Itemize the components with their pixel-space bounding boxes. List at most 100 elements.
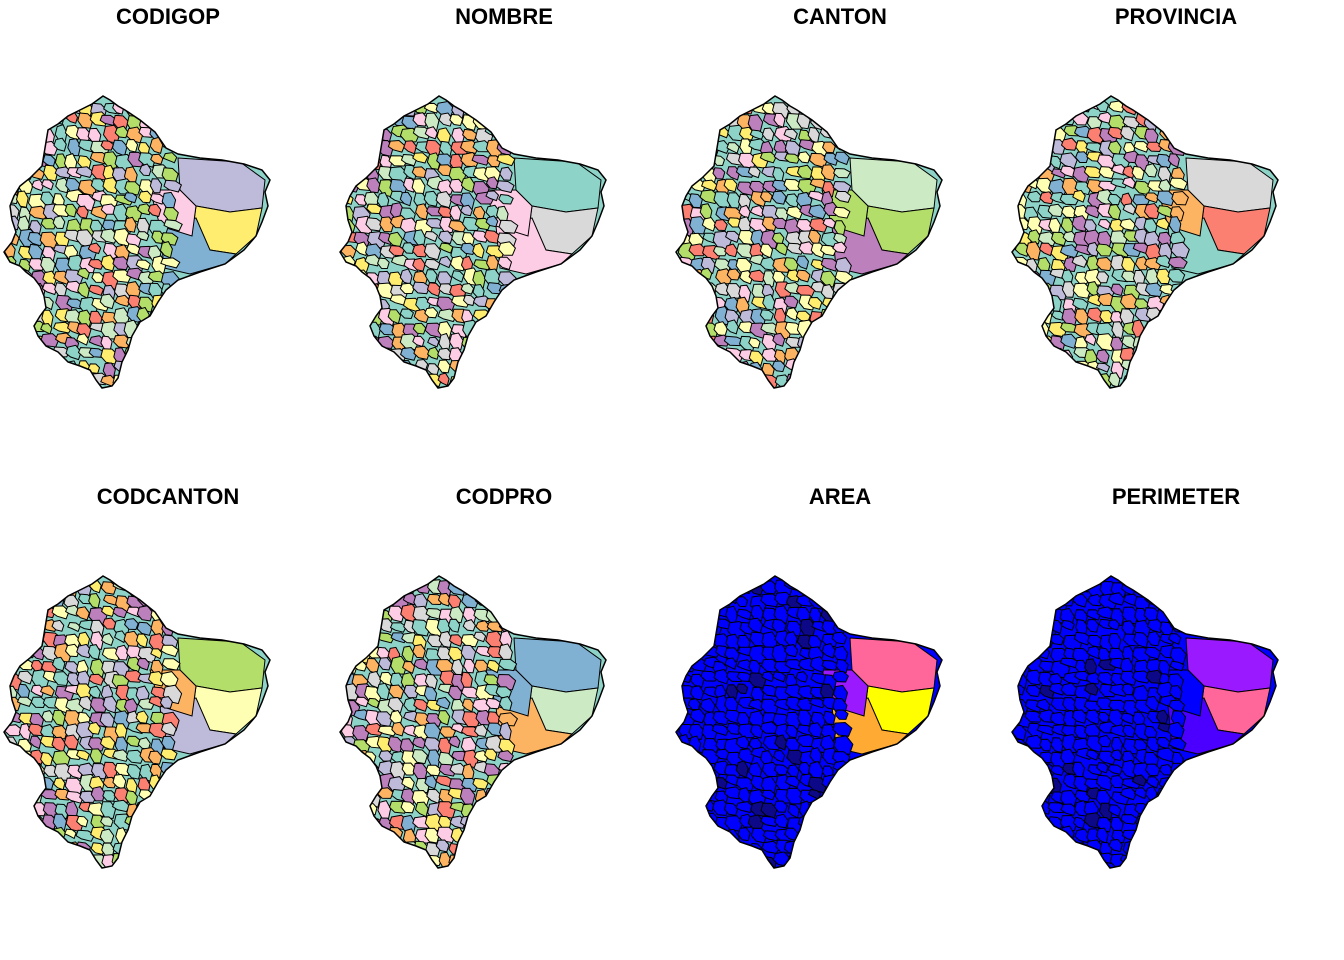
- map-region: [677, 801, 697, 813]
- map-region: [16, 309, 30, 325]
- map-region: [821, 642, 836, 659]
- map-region: [1038, 307, 1053, 325]
- map-region: [1108, 699, 1128, 713]
- map-region: [711, 724, 730, 737]
- map-region: [809, 348, 827, 362]
- map-region: [427, 346, 440, 360]
- region-group: [1012, 576, 1278, 868]
- map-region: [76, 205, 89, 219]
- map-region: [1170, 322, 1184, 336]
- map-region: [1048, 112, 1063, 126]
- map-region: [676, 644, 696, 657]
- map-region: [1027, 580, 1040, 598]
- map-region: [5, 322, 23, 337]
- map-region: [1146, 736, 1161, 753]
- map-region: [678, 295, 698, 312]
- map-region: [1012, 621, 1027, 641]
- map-region: [1026, 827, 1043, 843]
- map-region: [30, 840, 50, 854]
- map-region: [833, 293, 846, 312]
- map-region: [1156, 747, 1177, 763]
- map-region: [137, 826, 152, 844]
- map-region: [748, 698, 765, 712]
- map-region: [687, 151, 701, 164]
- map-region: [16, 594, 30, 607]
- map-region: [688, 580, 704, 598]
- map-region: [1144, 763, 1161, 777]
- map-region: [474, 320, 490, 332]
- map-region: [1144, 192, 1160, 204]
- map-region: [472, 242, 485, 259]
- map-region: [424, 126, 438, 140]
- map-region: [834, 191, 852, 203]
- map-region: [676, 582, 694, 596]
- map-region: [676, 362, 692, 378]
- map-region: [723, 178, 738, 193]
- map-region: [88, 335, 106, 348]
- map-region: [5, 799, 19, 815]
- map-region: [100, 581, 117, 595]
- map-region: [1122, 203, 1137, 216]
- map-region: [679, 349, 693, 367]
- map-region: [17, 670, 34, 685]
- map-region: [677, 375, 693, 388]
- map-region: [40, 217, 58, 230]
- map-region: [819, 334, 833, 352]
- map-region: [1156, 372, 1171, 388]
- map-region: [162, 802, 177, 815]
- map-region: [690, 840, 706, 860]
- map-region: [15, 141, 34, 161]
- map-region: [823, 152, 839, 166]
- map-region: [1168, 580, 1186, 593]
- map-region: [1035, 578, 1055, 591]
- map-region: [354, 802, 372, 815]
- map-region: [689, 620, 703, 635]
- map-region: [1025, 308, 1042, 324]
- map-region: [688, 114, 704, 131]
- map-region: [497, 375, 511, 388]
- map-region: [700, 840, 719, 854]
- map-region: [366, 177, 381, 194]
- map-region: [678, 594, 697, 612]
- map-region: [833, 790, 851, 806]
- map-region: [759, 151, 777, 164]
- map-region: [412, 112, 429, 127]
- map-region: [499, 582, 513, 598]
- map-region: [352, 595, 369, 608]
- map-region: [1025, 684, 1042, 698]
- map-region: [149, 361, 168, 376]
- map-region: [367, 372, 387, 384]
- map-region: [822, 322, 840, 335]
- map-region: [52, 321, 73, 334]
- map-region: [736, 98, 755, 115]
- map-region: [1120, 670, 1138, 686]
- map-region: [55, 852, 71, 865]
- map-region: [797, 151, 811, 164]
- map-region: [1144, 282, 1164, 298]
- map-region: [1168, 608, 1186, 621]
- map-region: [1039, 191, 1055, 205]
- map-region: [1061, 205, 1077, 219]
- map-region: [354, 619, 369, 633]
- map-region: [785, 307, 799, 321]
- map-region: [1073, 853, 1092, 868]
- map-region: [1156, 190, 1176, 207]
- map-region: [423, 190, 440, 207]
- map-region: [712, 113, 727, 126]
- map-region: [438, 242, 454, 254]
- map-region: [43, 164, 59, 182]
- map-region: [1012, 347, 1029, 362]
- map-region: [461, 348, 480, 362]
- map-region: [16, 359, 33, 372]
- map-region: [784, 644, 799, 658]
- map-region: [41, 282, 58, 296]
- map-region: [798, 825, 817, 844]
- map-region: [401, 242, 415, 254]
- map-region: [739, 372, 759, 387]
- map-region: [1144, 163, 1158, 178]
- map-region: [819, 802, 835, 821]
- map-region: [1024, 855, 1040, 868]
- map-region: [412, 257, 426, 272]
- map-region: [343, 268, 361, 283]
- map-region: [712, 167, 726, 180]
